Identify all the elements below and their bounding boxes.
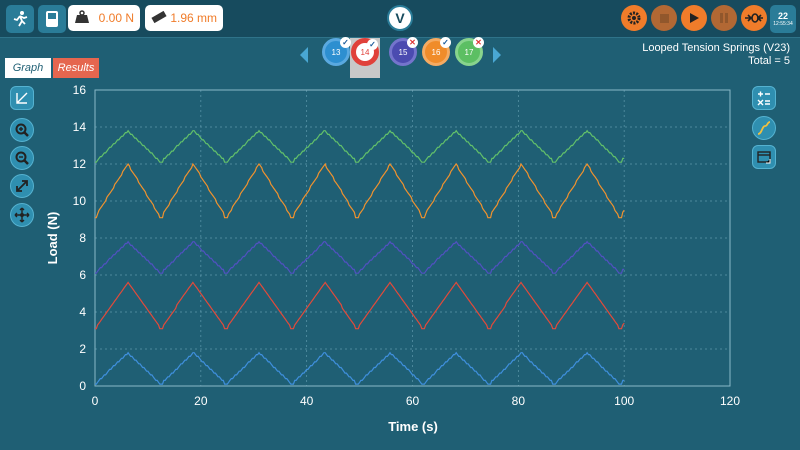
load-time-chart: 0 2 4 6 8 10 12 14 16 0 20 40 60 80 100 120 Time (s) Lo… (45, 83, 741, 434)
test-info: Looped Tension Springs (V23) Total = 5 (642, 42, 790, 68)
position-value: 1.96 mm (170, 11, 217, 25)
specimen-13[interactable]: 13 ✓ (322, 37, 351, 66)
runner-icon[interactable] (6, 5, 34, 33)
check-icon: ✓ (367, 39, 378, 50)
calendar-day: 22 (777, 11, 788, 21)
specimen-label: 14 (360, 47, 370, 57)
y-tick-label: 14 (73, 120, 87, 134)
chart-series (95, 129, 625, 385)
check-icon: ✓ (440, 37, 451, 48)
x-tick-label: 80 (512, 394, 526, 408)
y-tick-label: 6 (79, 268, 86, 282)
cross-icon: ✕ (473, 37, 484, 48)
x-tick-label: 0 (92, 394, 99, 408)
load-readout: 0.00 N (68, 5, 140, 31)
zoom-out-icon[interactable] (10, 146, 34, 170)
specimen-16[interactable]: 16 ✓ (422, 37, 451, 66)
y-tick-label: 8 (79, 231, 86, 245)
plot-border (94, 89, 731, 387)
specimen-15[interactable]: 15 ✕ (389, 37, 418, 66)
zoom-in-icon[interactable] (10, 118, 34, 142)
axis-select-icon[interactable] (10, 86, 34, 110)
test-name: Looped Tension Springs (V23) (642, 42, 790, 54)
curve-icon[interactable] (752, 116, 776, 140)
stop-icon[interactable] (651, 5, 677, 31)
series-line-2 (95, 281, 625, 330)
load-value: 0.00 N (98, 11, 134, 25)
next-specimen-icon[interactable] (493, 47, 501, 63)
expand-icon[interactable] (10, 174, 34, 198)
window-icon[interactable] (752, 145, 776, 169)
prev-specimen-icon[interactable] (300, 47, 308, 63)
y-tick-label: 10 (73, 194, 87, 208)
tab-graph[interactable]: Graph (5, 58, 51, 78)
y-tick-label: 2 (79, 342, 86, 356)
specimen-label: 16 (431, 47, 441, 57)
x-tick-label: 20 (194, 394, 208, 408)
tab-results[interactable]: Results (53, 58, 99, 78)
specimen-label: 15 (398, 47, 408, 57)
x-axis-label: Time (s) (388, 419, 438, 434)
calendar-time: 12:55:34 (773, 21, 793, 27)
y-tick-label: 4 (79, 305, 86, 319)
x-tick-label: 40 (300, 394, 314, 408)
series-line-4 (95, 162, 625, 219)
pan-icon[interactable] (10, 203, 34, 227)
ruler-icon (151, 10, 167, 27)
specimen-label: 17 (464, 47, 474, 57)
x-tick-label: 120 (720, 394, 740, 408)
position-readout: 1.96 mm (145, 5, 223, 31)
device-icon[interactable] (38, 5, 66, 33)
series-line-5 (95, 129, 625, 163)
x-tick-label: 60 (406, 394, 420, 408)
test-total: Total = 5 (748, 55, 790, 67)
check-icon: ✓ (340, 37, 351, 48)
x-tick-label: 100 (614, 394, 634, 408)
calculator-icon[interactable] (752, 86, 776, 110)
logo-icon: V (387, 5, 413, 31)
specimen-label: 13 (331, 47, 341, 57)
y-axis-label: Load (N) (45, 212, 60, 265)
y-tick-label: 16 (73, 83, 87, 97)
specimen-14[interactable]: 14 ✓ (351, 38, 379, 66)
weight-icon (74, 9, 90, 27)
pause-icon[interactable] (711, 5, 737, 31)
series-line-3 (95, 240, 625, 274)
chart-axes: 0 2 4 6 8 10 12 14 16 0 20 40 60 80 100 120 (73, 83, 741, 408)
y-tick-label: 12 (73, 157, 87, 171)
top-toolbar: 0.00 N 1.96 mm V 22 12:55:34 (0, 0, 800, 38)
cross-icon: ✕ (407, 37, 418, 48)
series-line-1 (95, 351, 625, 385)
zero-icon[interactable] (741, 5, 767, 31)
settings-icon[interactable] (621, 5, 647, 31)
specimen-17[interactable]: 17 ✕ (455, 37, 484, 66)
calendar-icon[interactable]: 22 12:55:34 (770, 5, 796, 33)
y-tick-label: 0 (79, 379, 86, 393)
play-icon[interactable] (681, 5, 707, 31)
